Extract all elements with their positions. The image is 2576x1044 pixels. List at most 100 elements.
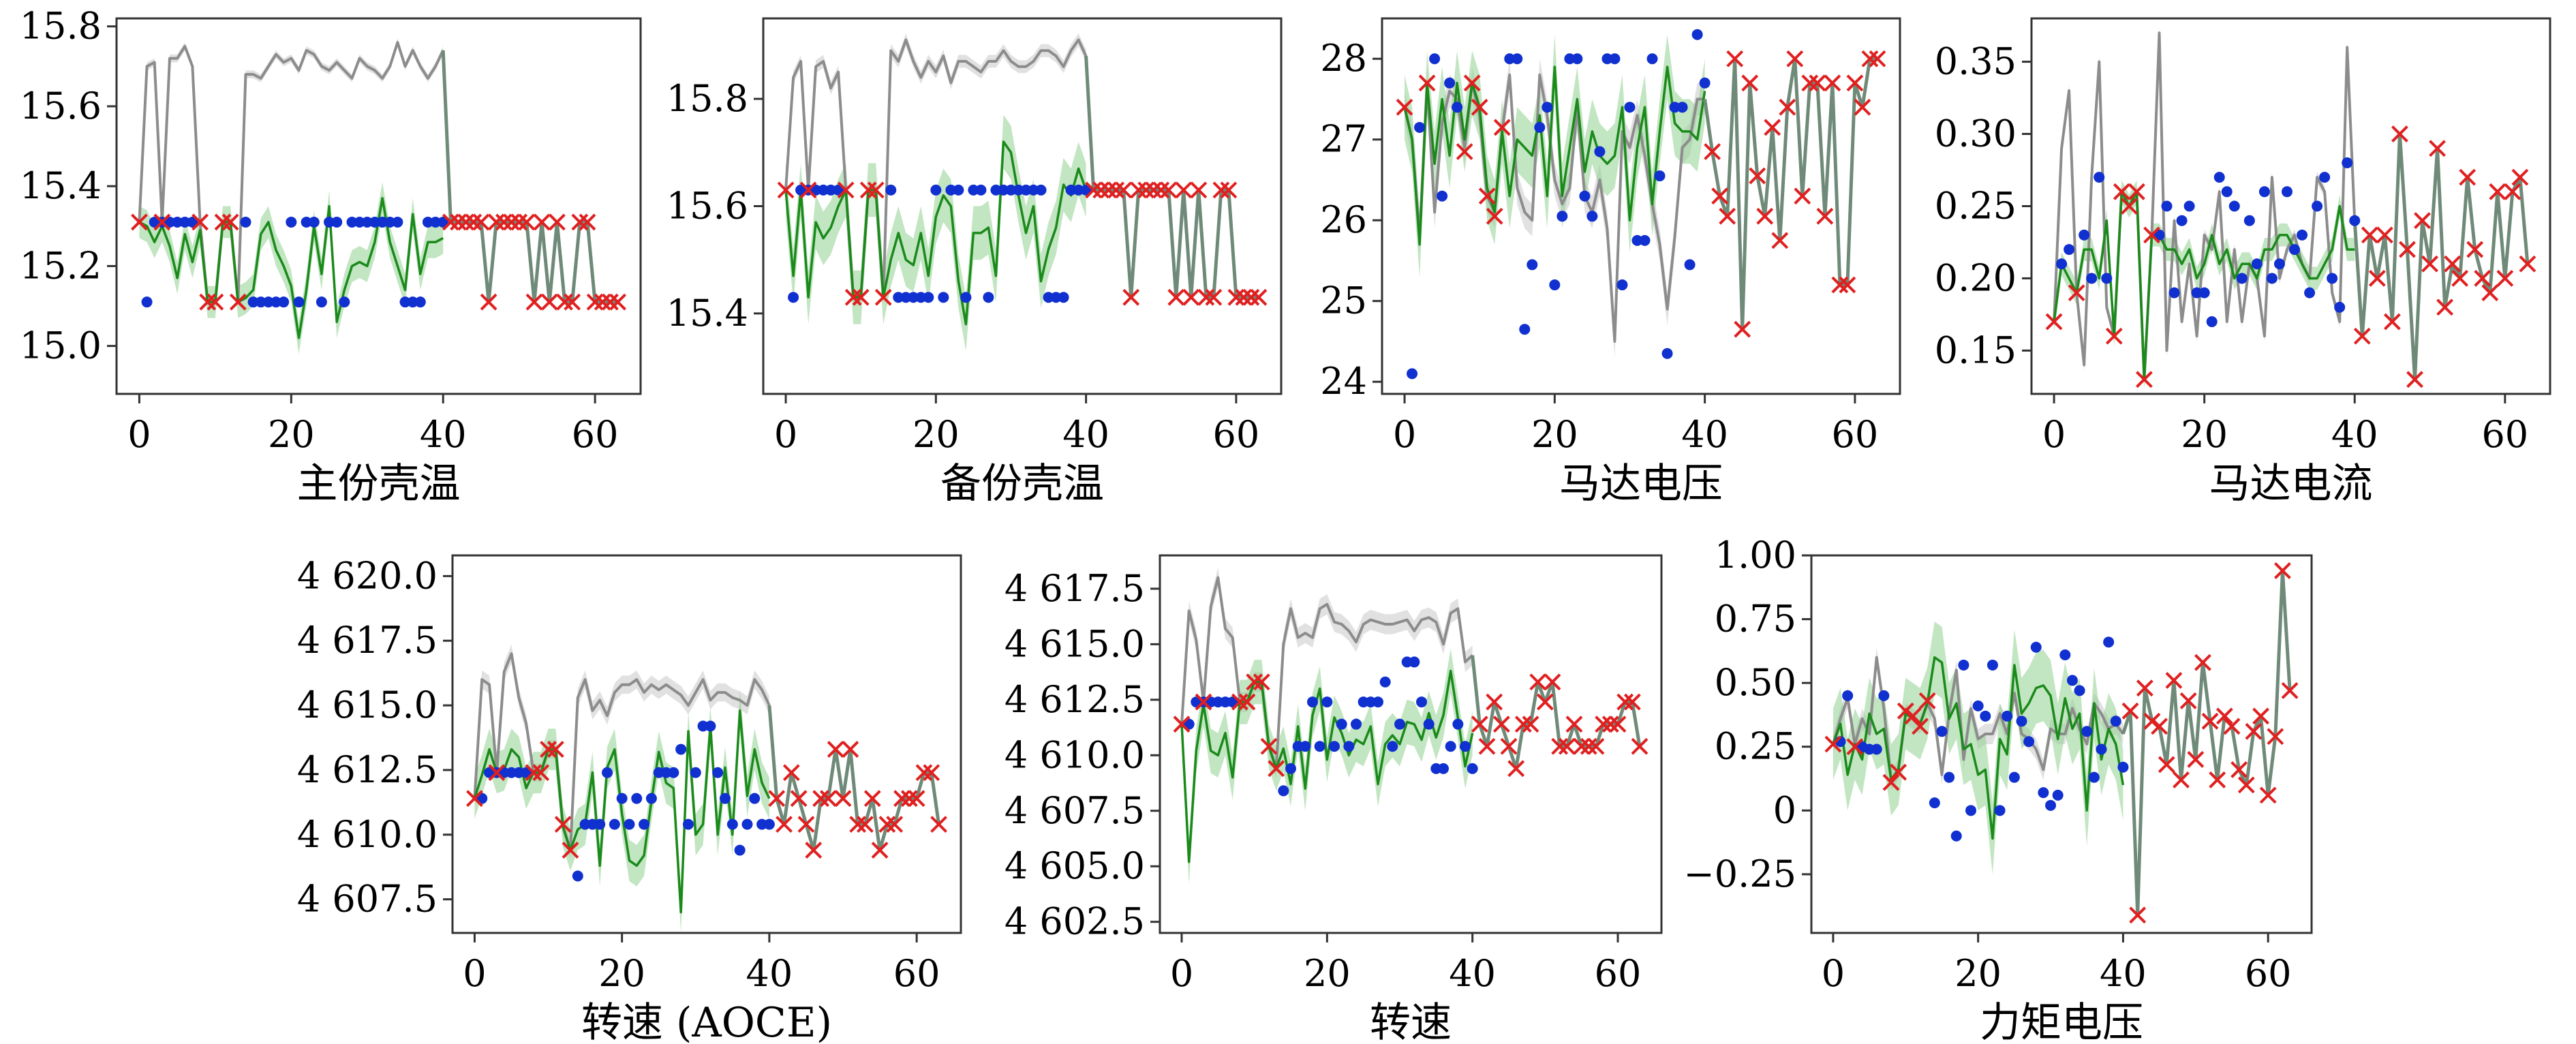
anomaly-marker-stroke (863, 790, 881, 808)
observed-point (1065, 184, 1077, 196)
anomaly-marker (1726, 50, 1744, 67)
anomaly-marker (1514, 716, 1532, 733)
anomaly-marker (886, 816, 904, 833)
anomaly-marker-stroke (842, 741, 859, 758)
observed-point (1631, 234, 1643, 246)
plot-frame (2030, 17, 2551, 395)
y-tick-label: 15.8 (20, 5, 102, 48)
anomaly-marker-stroke (1609, 716, 1627, 733)
observed-point (945, 184, 957, 196)
observed-point (399, 296, 411, 308)
anomaly-marker (2391, 125, 2408, 142)
anomaly-marker (1220, 181, 1238, 199)
y-tick-label: 27 (1320, 118, 1367, 161)
anomaly-marker-stroke (1816, 207, 1834, 225)
anomaly-marker (1507, 760, 1525, 778)
x-axis-label: 马达电压 (1559, 460, 1723, 508)
observed-point (1314, 741, 1325, 752)
observed-point (2117, 761, 2129, 773)
observed-point (1616, 279, 1628, 291)
x-axis-label: 主份壳温 (297, 460, 461, 508)
anomaly-marker-stroke (1231, 693, 1248, 711)
anomaly-marker-stroke (849, 816, 867, 833)
observed-point (712, 767, 724, 778)
anomaly-marker (812, 790, 829, 808)
anomaly-marker-stroke (562, 842, 579, 859)
anomaly-marker-stroke (2223, 718, 2241, 735)
anomaly-marker-stroke (466, 790, 483, 808)
observed-point (2059, 649, 2071, 660)
anomaly-marker-stroke (487, 213, 505, 231)
anomaly-marker-stroke (1839, 276, 1856, 294)
observed-point (1504, 53, 1516, 65)
anomaly-marker-stroke (1918, 692, 1936, 709)
anomaly-marker-stroke (2368, 270, 2386, 287)
observed-point (2176, 215, 2188, 226)
anomaly-marker (564, 293, 581, 311)
y-tick-label: 0.15 (1935, 328, 2017, 371)
anomaly-marker (1160, 181, 1178, 199)
anomaly-marker (834, 790, 852, 808)
anomaly-marker (1749, 167, 1766, 185)
observed-point (749, 793, 761, 804)
anomaly-marker-stroke (2187, 751, 2205, 768)
observed-point (324, 216, 335, 228)
observed-point (331, 216, 343, 228)
anomaly-marker (1558, 737, 1576, 755)
anomaly-marker-stroke (548, 213, 566, 231)
observed-point (2016, 716, 2027, 727)
anomaly-marker (2504, 183, 2521, 200)
anomaly-marker (1573, 737, 1591, 755)
observed-point (1080, 184, 1092, 196)
anomaly-marker-stroke (2459, 168, 2477, 186)
anomaly-marker (2136, 371, 2153, 388)
plot-area (1396, 29, 1886, 380)
anomaly-marker (229, 293, 247, 311)
observed-point (594, 818, 606, 830)
anomaly-marker-stroke (1565, 716, 1583, 733)
anomaly-marker-stroke (1152, 181, 1170, 199)
anomaly-marker (609, 293, 626, 311)
observed-point (1394, 718, 1405, 730)
reference-band (474, 644, 769, 859)
anomaly-marker (525, 764, 542, 782)
observed-point (308, 216, 320, 228)
anomaly-marker (206, 293, 224, 311)
x-tick-label: 60 (2245, 952, 2292, 995)
observed-point (2334, 301, 2346, 313)
anomaly-marker-stroke (852, 288, 870, 306)
anomaly-marker-stroke (1869, 50, 1886, 67)
observed-point (262, 296, 274, 308)
anomaly-marker-stroke (1205, 288, 1223, 306)
anomaly-marker (805, 842, 823, 859)
observed-point (2088, 771, 2100, 783)
anomaly-marker-stroke (827, 741, 844, 758)
observed-point (407, 296, 418, 308)
anomaly-marker (221, 213, 239, 231)
anomaly-marker (1463, 74, 1481, 92)
anomaly-marker-stroke (1616, 693, 1634, 711)
anomaly-marker (1897, 702, 1914, 720)
anomaly-marker (827, 741, 844, 758)
anomaly-marker (776, 816, 793, 833)
y-tick-label: 0.35 (1935, 40, 2017, 83)
x-axis-label: 力矩电压 (1980, 999, 2143, 1044)
y-tick-label: −0.25 (1684, 853, 1796, 895)
observed-point (2342, 157, 2353, 168)
anomaly-marker-stroke (2045, 313, 2063, 331)
observed-point (2236, 273, 2248, 284)
observed-point (369, 216, 380, 228)
anomaly-marker-stroke (2391, 125, 2408, 142)
anomaly-marker (908, 790, 925, 808)
anomaly-marker-stroke (457, 213, 475, 231)
observed-point (293, 296, 305, 308)
anomaly-marker-stroke (1463, 74, 1481, 92)
anomaly-marker (2045, 313, 2063, 331)
observed-point (2266, 273, 2278, 284)
anomaly-marker (602, 293, 619, 311)
x-tick-label: 60 (1595, 952, 1642, 995)
anomaly-marker (1794, 187, 1811, 205)
anomaly-marker (2444, 255, 2462, 273)
anomaly-marker (2129, 906, 2147, 924)
anomaly-marker (1492, 716, 1510, 733)
